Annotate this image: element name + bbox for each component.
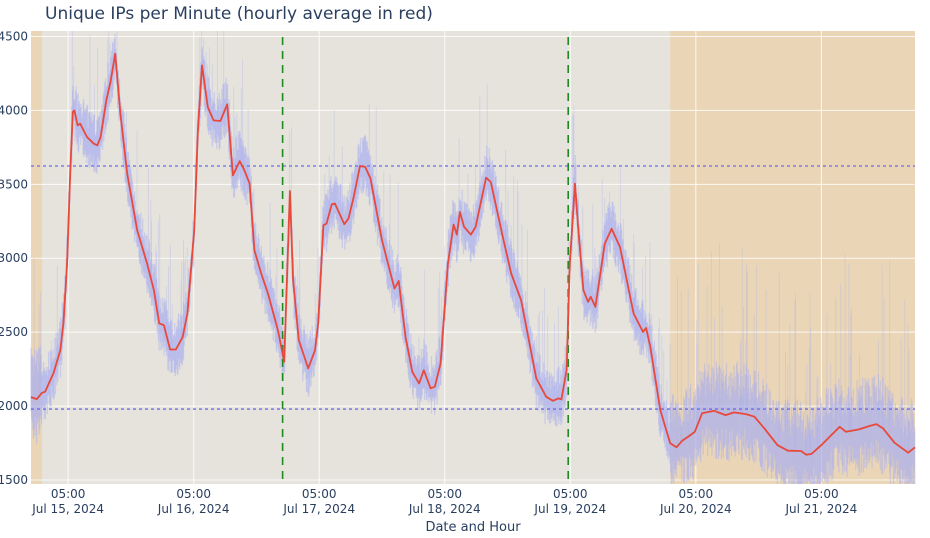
- x-tick-date: Jul 16, 2024: [157, 502, 230, 516]
- x-tick-time: 05:00: [679, 487, 714, 501]
- x-tick-time: 05:00: [427, 487, 462, 501]
- y-axis-ticks: 1500 2000 2500 3000 3500 4000 4500: [0, 29, 28, 487]
- x-axis-title: Date and Hour: [425, 520, 521, 535]
- x-tick-time: 05:00: [176, 487, 211, 501]
- x-tick-date: Jul 15, 2024: [31, 502, 104, 516]
- y-tick-label: 4000: [0, 103, 28, 117]
- hourly-average-line: [30, 52, 916, 456]
- shaded-region: [31, 31, 42, 484]
- reference-lines: [31, 37, 915, 484]
- chart-title: Unique IPs per Minute (hourly average in…: [45, 4, 433, 24]
- y-tick-label: 3000: [0, 251, 28, 265]
- x-tick-time: 05:00: [804, 487, 839, 501]
- x-tick-date: Jul 19, 2024: [533, 502, 606, 516]
- y-tick-label: 2000: [0, 399, 28, 413]
- x-tick-date: Jul 21, 2024: [785, 502, 858, 516]
- x-tick-date: Jul 20, 2024: [659, 502, 732, 516]
- x-tick-time: 05:00: [553, 487, 588, 501]
- y-tick-label: 4500: [0, 29, 28, 43]
- x-tick-time: 05:00: [302, 487, 337, 501]
- y-tick-label: 1500: [0, 473, 28, 487]
- y-tick-label: 2500: [0, 325, 28, 339]
- x-tick-date: Jul 18, 2024: [408, 502, 481, 516]
- y-tick-label: 3500: [0, 177, 28, 191]
- hourly-average-series: [30, 52, 916, 456]
- x-tick-time: 05:00: [51, 487, 86, 501]
- x-tick-date: Jul 17, 2024: [282, 502, 355, 516]
